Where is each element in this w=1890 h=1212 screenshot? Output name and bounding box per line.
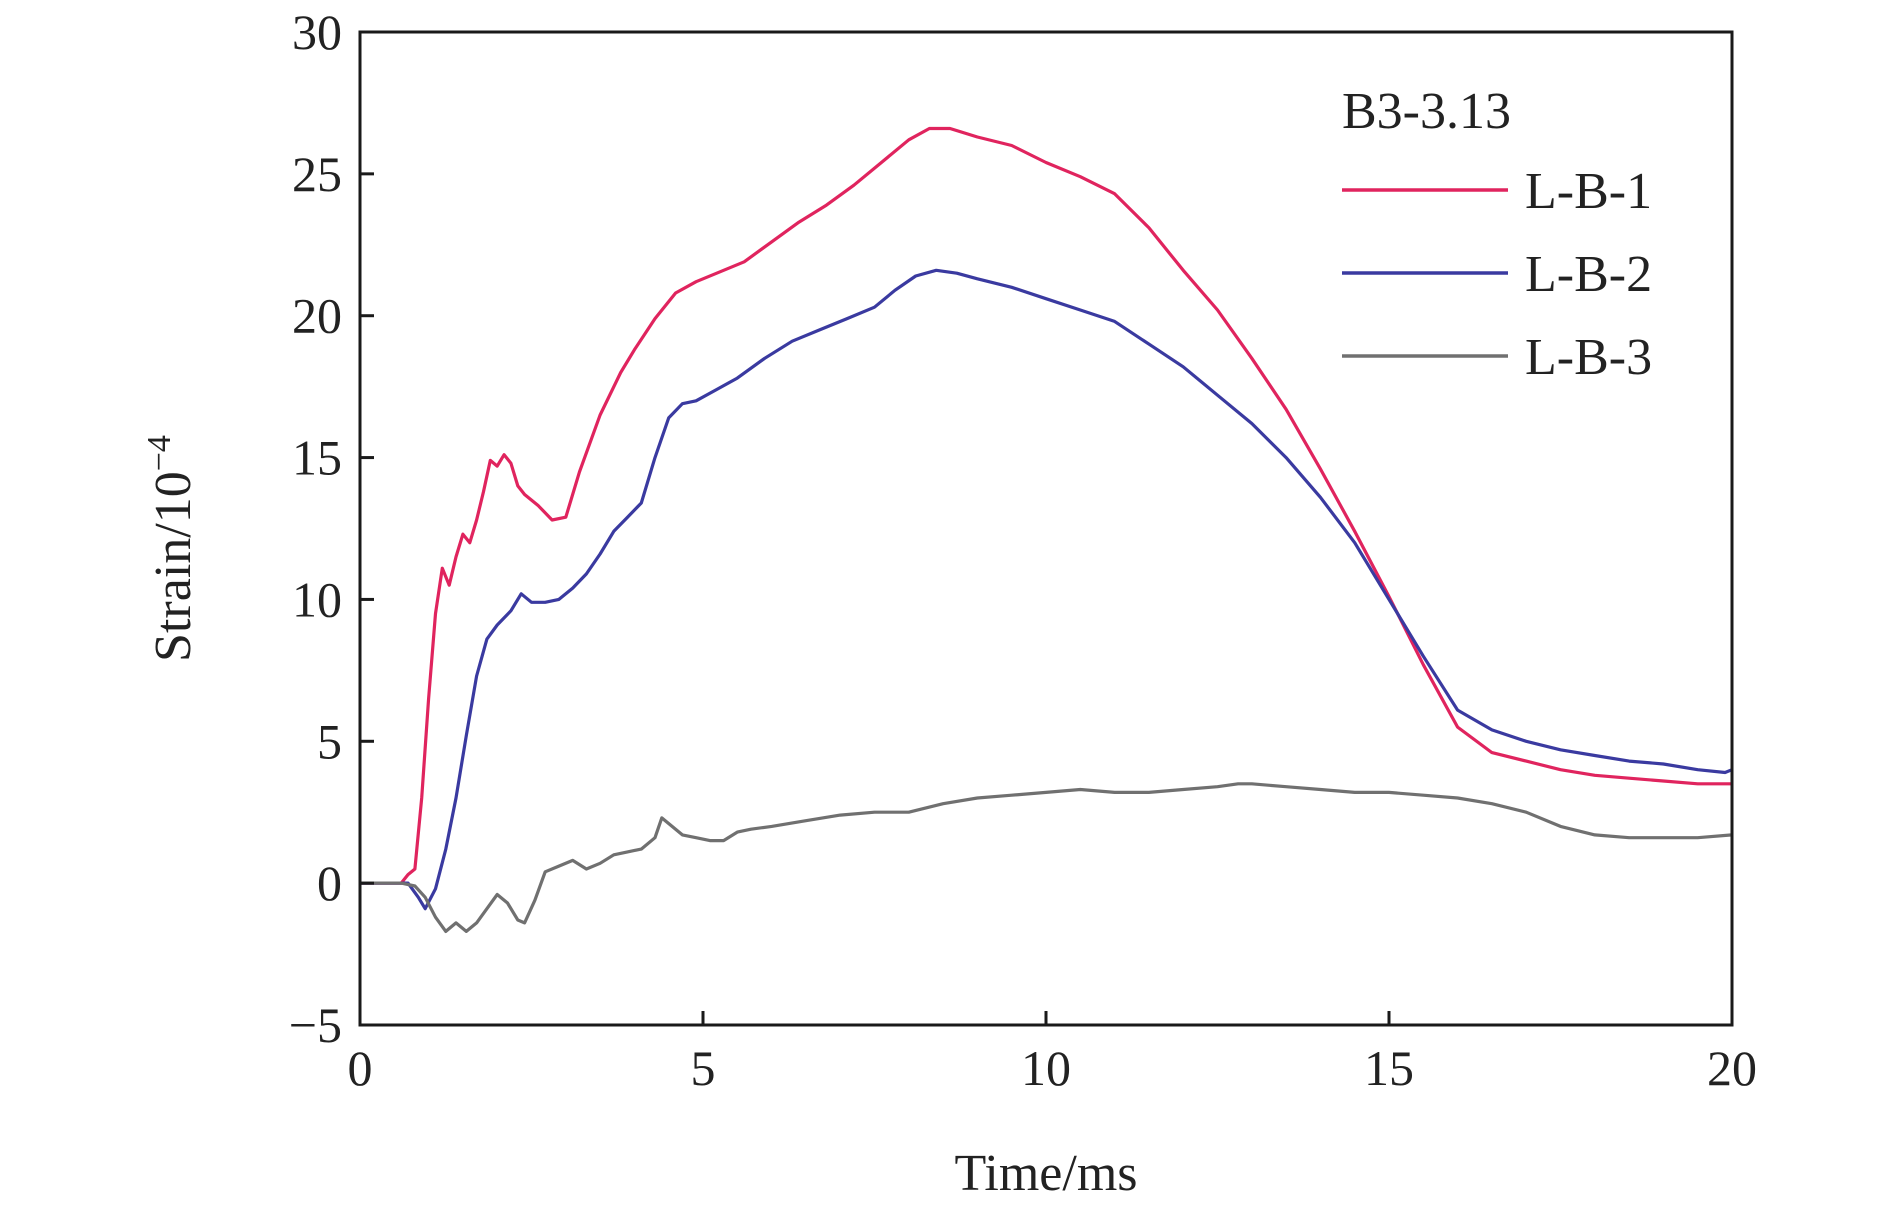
y-tick-label: 5: [317, 713, 342, 769]
y-tick-label: 30: [292, 4, 342, 60]
x-tick-label: 10: [1021, 1040, 1071, 1096]
y-axis-title: Strain/10−4: [141, 435, 202, 662]
legend-entries: L-B-1 L-B-2 L-B-3: [1342, 163, 1652, 386]
y-tick-label: 25: [292, 146, 342, 202]
series-line-2: [360, 268, 1733, 911]
x-tick-label: 0: [348, 1040, 373, 1096]
legend: B3-3.13 L-B-1 L-B-2 L-B-3: [1342, 83, 1652, 386]
y-tick-label: 20: [292, 288, 342, 344]
y-tick-label: 15: [292, 430, 342, 486]
y-axis-title-exponent: −4: [141, 435, 178, 471]
y-axis-ticks: −5 0 5 10 15 20 25 30: [289, 4, 374, 1053]
y-axis-title-main: Strain/10: [145, 471, 202, 662]
y-tick-label: 10: [292, 571, 342, 627]
legend-title: B3-3.13: [1342, 83, 1511, 140]
series-line-1: [360, 126, 1732, 885]
x-axis-ticks: 0 5 10 15 20: [348, 1011, 1757, 1096]
legend-label-2: L-B-2: [1525, 246, 1652, 303]
legend-label-1: L-B-1: [1525, 163, 1652, 220]
series-layer: [360, 126, 1733, 933]
x-tick-label: 20: [1707, 1040, 1757, 1096]
y-tick-label: −5: [289, 997, 342, 1053]
y-tick-label: 0: [317, 855, 342, 911]
legend-label-3: L-B-3: [1525, 329, 1652, 386]
x-tick-label: 15: [1364, 1040, 1414, 1096]
series-line-3: [360, 782, 1733, 933]
x-axis-title: Time/ms: [954, 1145, 1137, 1202]
x-tick-label: 5: [691, 1040, 716, 1096]
